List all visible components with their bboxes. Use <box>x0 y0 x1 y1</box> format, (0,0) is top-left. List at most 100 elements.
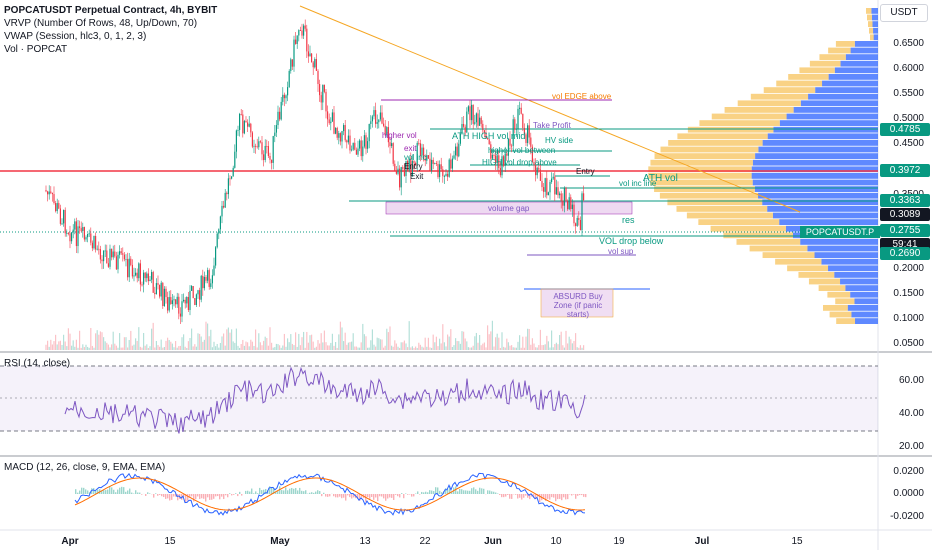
volume-bar <box>63 334 65 350</box>
annotation-text[interactable]: ATH HIGH vol mid <box>452 131 526 141</box>
vrvp-bar-down <box>648 166 752 173</box>
candle-body <box>170 297 172 305</box>
volume-bar <box>499 347 501 350</box>
candle-body <box>168 297 170 311</box>
volume-bar <box>167 337 169 350</box>
volume-bar <box>365 336 367 350</box>
macd-hist-bar <box>77 492 79 494</box>
volume-bar <box>459 343 461 350</box>
candle-body <box>381 112 383 124</box>
annotation-text[interactable]: higher vol <box>382 131 417 140</box>
volume-bar <box>455 338 457 350</box>
macd-hist-bar <box>579 494 581 496</box>
vrvp-bar-down <box>668 140 763 146</box>
price-axis-label: 0.0500 <box>893 338 924 349</box>
macd-hist-bar <box>419 494 421 495</box>
candle-body <box>354 142 356 150</box>
indicator-vrvp[interactable]: VRVP (Number Of Rows, 48, Up/Down, 70) <box>4 18 198 29</box>
macd-title[interactable]: MACD (12, 26, close, 9, EMA, EMA) <box>4 462 166 473</box>
volume-bar <box>515 347 517 350</box>
volume-bar <box>202 341 204 350</box>
indicator-vol[interactable]: Vol · POPCAT <box>4 44 68 55</box>
volume-bar <box>530 344 532 350</box>
annotation-text[interactable]: vol sup <box>608 247 634 256</box>
candle-body <box>203 277 205 289</box>
price-axis-label: 0.2000 <box>893 263 924 274</box>
candle-body <box>74 221 76 230</box>
chart-title[interactable]: POPCATUSDT Perpetual Contract, 4h, BYBIT <box>4 5 218 16</box>
volume-bar <box>549 347 551 350</box>
annotation-text[interactable]: Take Profit <box>533 121 571 130</box>
vrvp-bar-up <box>845 285 878 291</box>
vrvp-bar-down <box>836 318 856 324</box>
candle-body <box>131 264 133 277</box>
volume-bar <box>317 340 319 350</box>
annotation-text[interactable]: HIGH vol drop above <box>482 158 557 167</box>
macd-hist-bar <box>287 490 289 494</box>
candle-body <box>351 149 353 151</box>
annotation-text[interactable]: higher vol between <box>488 146 556 155</box>
time-axis-label: Jul <box>694 536 710 547</box>
volume-bar <box>461 331 463 350</box>
macd-hist-bar <box>571 494 573 496</box>
volume-bar <box>271 342 273 350</box>
candle-body <box>154 292 156 295</box>
volume-bar <box>507 342 509 350</box>
time-axis-label: 13 <box>359 536 371 547</box>
time-axis-label: 19 <box>613 536 625 547</box>
annotation-text[interactable]: vol inc line <box>619 179 657 188</box>
macd-hist-bar <box>457 491 459 494</box>
candle-body <box>251 132 253 147</box>
macd-hist-bar <box>523 494 525 498</box>
indicator-vwap[interactable]: VWAP (Session, hlc3, 0, 1, 2, 3) <box>4 31 147 42</box>
price-axis-label: 0.1500 <box>893 288 924 299</box>
annotation-text[interactable]: Entry <box>576 167 595 176</box>
candle-body <box>258 141 260 148</box>
volume-bar <box>160 339 162 350</box>
macd-hist-bar <box>295 487 297 494</box>
volume-bar <box>346 344 348 350</box>
annotation-text[interactable]: volume gap <box>488 204 530 213</box>
candle-body <box>463 123 465 127</box>
annotation-text[interactable]: vol EDGE above <box>552 92 612 101</box>
macd-hist-bar <box>477 490 479 494</box>
volume-bar <box>467 347 469 350</box>
macd-hist-bar <box>545 494 547 501</box>
annotation-text[interactable]: ABSURD Buy Zone (if panic starts) <box>553 292 603 319</box>
rsi-title[interactable]: RSI (14, close) <box>4 358 71 369</box>
candle-body <box>578 218 580 220</box>
macd-hist-bar <box>127 490 129 494</box>
volume-bar <box>90 327 92 350</box>
candle-body <box>288 70 290 88</box>
candle-body <box>346 140 348 143</box>
macd-hist-bar <box>257 493 259 494</box>
volume-bar <box>573 340 575 350</box>
volume-bar <box>226 329 228 350</box>
candle-body <box>95 235 97 250</box>
macd-hist-bar <box>493 491 495 494</box>
candle-body <box>296 35 298 44</box>
macd-hist-bar <box>403 494 405 499</box>
annotation-text[interactable]: HV side <box>545 136 574 145</box>
candle-body <box>485 132 487 139</box>
macd-hist-bar <box>175 494 177 497</box>
annotation-text[interactable]: VOL drop below <box>599 236 664 246</box>
annotation-text[interactable]: res <box>622 215 635 225</box>
macd-hist-bar <box>275 491 277 494</box>
annotation-text[interactable]: ATH vol <box>643 173 678 184</box>
macd-hist-bar <box>563 494 565 498</box>
currency-button[interactable]: USDT <box>880 4 928 22</box>
annotation-text[interactable]: Entry <box>404 162 423 171</box>
annotation-text[interactable]: vol inc <box>404 153 427 162</box>
volume-bar <box>298 333 300 350</box>
annotation-text[interactable]: Exit <box>410 172 424 181</box>
volume-bar <box>504 347 506 350</box>
macd-hist-bar <box>225 494 227 496</box>
macd-hist-bar <box>431 490 433 494</box>
price-axis-label: 0.5000 <box>893 113 924 124</box>
candle-body <box>162 282 164 306</box>
macd-hist-bar <box>145 494 147 496</box>
volume-bar <box>360 342 362 350</box>
annotation-text[interactable]: exit <box>404 144 417 153</box>
